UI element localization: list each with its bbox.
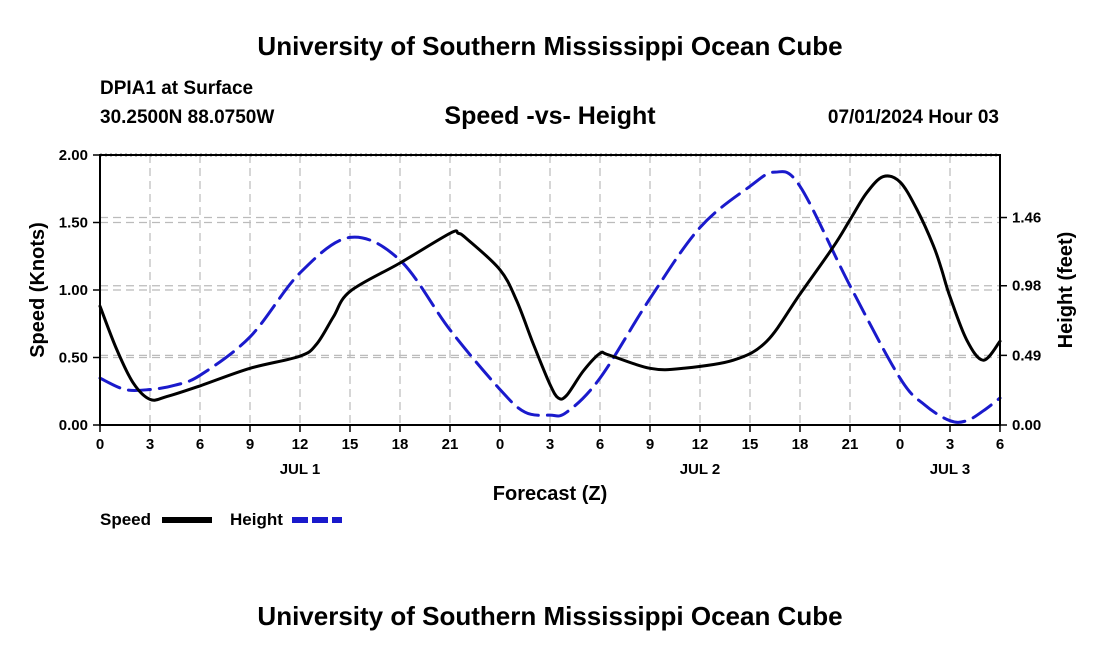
x-axis-label: Forecast (Z) bbox=[493, 483, 607, 505]
station-coords: 30.2500N 88.0750W bbox=[100, 107, 274, 128]
y-tick-label: 0.00 bbox=[59, 417, 88, 434]
y2-tick-label: 0.00 bbox=[1012, 417, 1041, 434]
x-tick-label: 0 bbox=[96, 436, 104, 453]
footer-title: University of Southern Mississippi Ocean… bbox=[257, 601, 842, 631]
x-tick-label: 21 bbox=[442, 436, 459, 453]
y-axis-label: Speed (Knots) bbox=[27, 222, 49, 358]
x-tick-label: 3 bbox=[546, 436, 554, 453]
x-tick-label: 6 bbox=[596, 436, 604, 453]
chart-title: Speed -vs- Height bbox=[444, 102, 656, 130]
y2-tick-label: 0.49 bbox=[1012, 347, 1041, 364]
grid bbox=[100, 155, 1000, 425]
x-tick-label: 12 bbox=[692, 436, 709, 453]
x-tick-label: 9 bbox=[646, 436, 654, 453]
legend: Speed Height bbox=[100, 510, 342, 529]
x-day-label: JUL 1 bbox=[280, 461, 321, 478]
x-tick-label: 15 bbox=[342, 436, 359, 453]
series-line-height bbox=[98, 170, 1002, 424]
x-tick-label: 3 bbox=[946, 436, 954, 453]
x-tick-label: 18 bbox=[792, 436, 809, 453]
x-day-label: JUL 2 bbox=[680, 461, 721, 478]
x-tick-label: 21 bbox=[842, 436, 859, 453]
x-tick-label: 18 bbox=[392, 436, 409, 453]
legend-height-label: Height bbox=[230, 510, 283, 529]
y-tick-label: 1.50 bbox=[59, 215, 88, 232]
x-tick-label: 9 bbox=[246, 436, 254, 453]
y-tick-label: 0.50 bbox=[59, 350, 88, 367]
station-name: DPIA1 at Surface bbox=[100, 78, 253, 99]
series-line-speed bbox=[98, 174, 1002, 402]
y-tick-label: 2.00 bbox=[59, 147, 88, 164]
x-tick-label: 6 bbox=[996, 436, 1004, 453]
legend-speed-label: Speed bbox=[100, 510, 151, 529]
x-tick-label: 0 bbox=[896, 436, 904, 453]
axes: 0 3 6 9 12 15 18 21 0 3 6 9 12 15 18 21 0 3 6 JUL 1 JUL 2 JUL… bbox=[59, 147, 1041, 478]
y-tick-label: 1.00 bbox=[59, 282, 88, 299]
x-tick-label: 6 bbox=[196, 436, 204, 453]
series-layer bbox=[98, 170, 1002, 424]
x-tick-label: 15 bbox=[742, 436, 759, 453]
x-tick-label: 12 bbox=[292, 436, 309, 453]
report-title: University of Southern Mississippi Ocean… bbox=[257, 31, 842, 61]
x-day-label: JUL 3 bbox=[930, 461, 971, 478]
x-tick-label: 0 bbox=[496, 436, 504, 453]
forecast-datetime: 07/01/2024 Hour 03 bbox=[828, 107, 999, 128]
y2-tick-label: 0.98 bbox=[1012, 278, 1041, 295]
y2-tick-label: 1.46 bbox=[1012, 210, 1041, 227]
y2-axis-label: Height (feet) bbox=[1055, 232, 1077, 349]
x-tick-label: 3 bbox=[146, 436, 154, 453]
